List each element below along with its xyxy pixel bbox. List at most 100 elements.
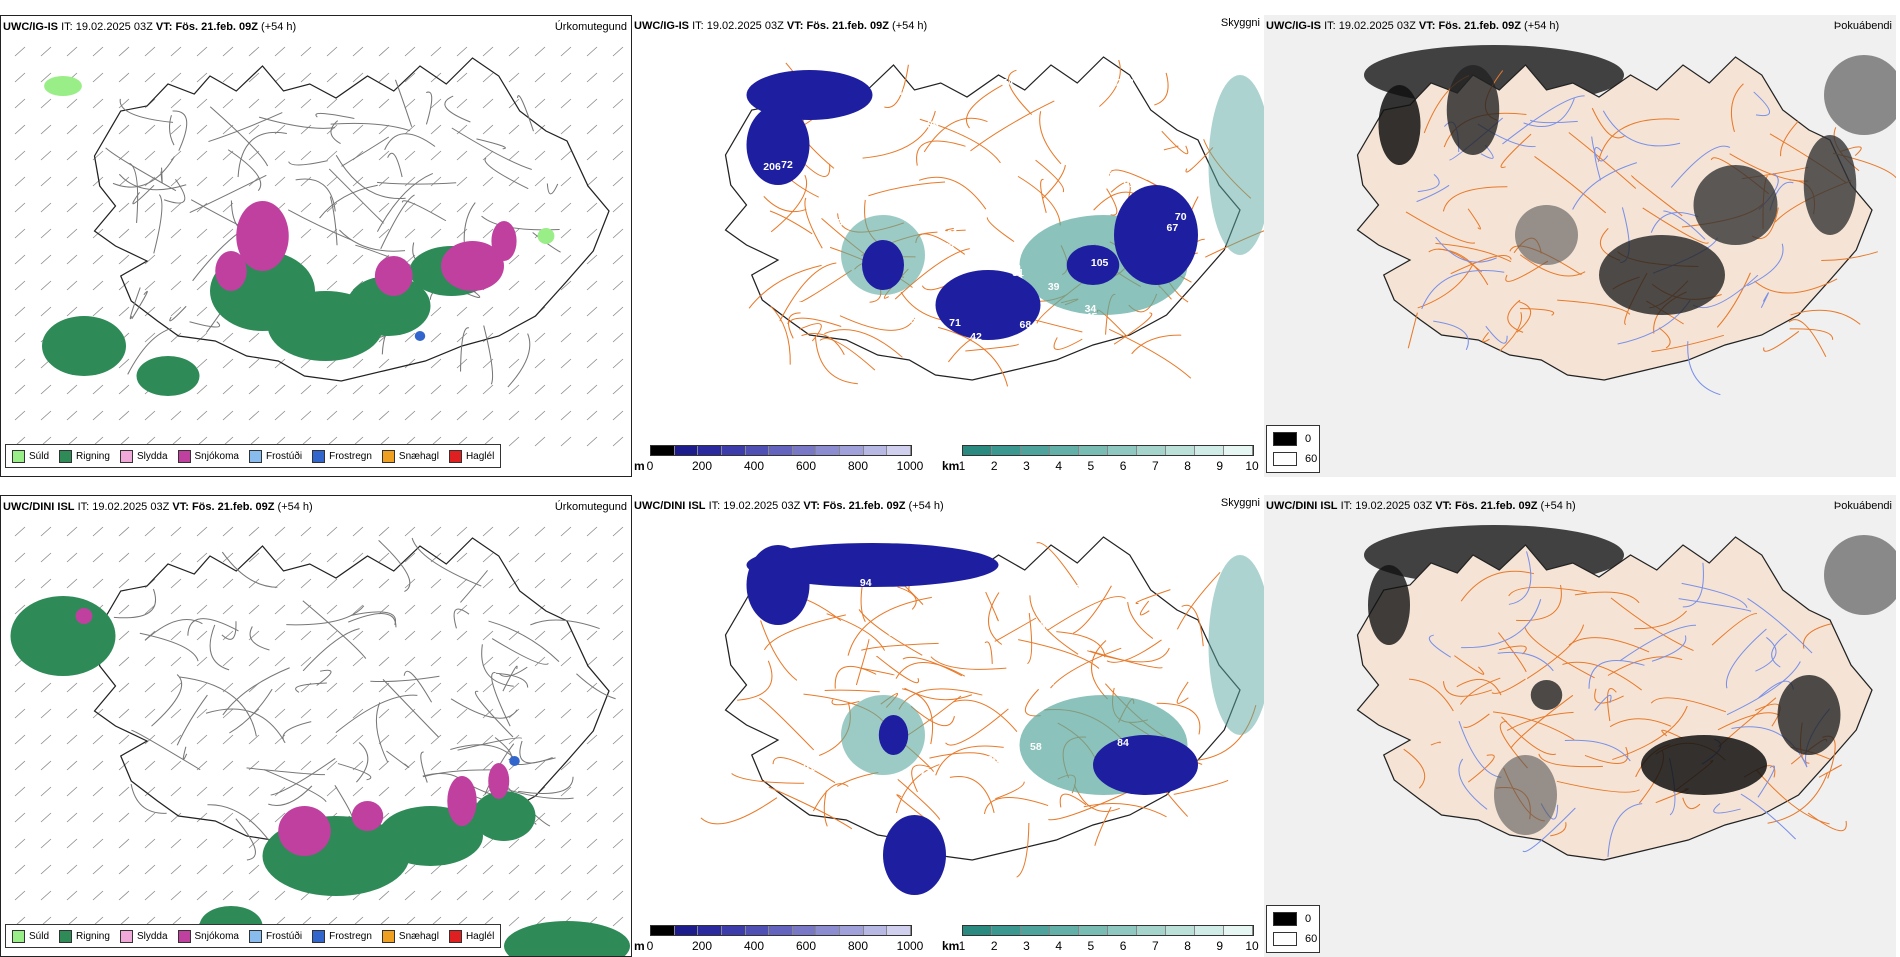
panel-header: UWC/IG-IS IT: 19.02.2025 03Z VT: Fös. 21… — [634, 20, 928, 32]
cloud-base-label: 46 — [897, 87, 909, 98]
colorbar-tick: 200 — [691, 939, 713, 953]
colorbar-tick: 10 — [1245, 939, 1259, 953]
legend-item: Snjókoma — [177, 449, 239, 463]
legend-label: Haglél — [465, 450, 495, 462]
legend-label: Haglél — [465, 930, 495, 942]
legend-swatch — [59, 929, 73, 943]
colorbar-tick: 10 — [1245, 459, 1259, 473]
cloud-base-label: 91 — [803, 763, 815, 774]
precip-map — [14, 46, 624, 447]
legend-swatch — [119, 929, 133, 943]
cloud-base-label: 57 — [1045, 677, 1057, 688]
colorbar-tick: 1 — [958, 939, 966, 953]
colorbar-tick: 1000 — [896, 459, 924, 473]
cloud-base-panel-2: UWC/DINI ISL IT: 19.02.2025 03Z VT: Fös.… — [632, 495, 1264, 957]
legend-label: Frostúði — [265, 450, 303, 462]
cloud-base-label: 72 — [781, 160, 793, 171]
cloud-base-label: 81 — [786, 821, 798, 832]
legend-item: Frostregn — [312, 449, 372, 463]
colorbar-tick: 400 — [743, 939, 765, 953]
colorbar-tick: 3 — [1023, 459, 1030, 473]
legend-label: Frostregn — [329, 930, 372, 942]
cloud-base-label: 71 — [1098, 840, 1110, 851]
cloud-base-label: 55 — [1074, 151, 1086, 162]
cloud-base-label: 51 — [1012, 268, 1024, 279]
cloud-base-label: 39 — [1048, 282, 1060, 293]
colorbar-ticks: 0 200 400 600 800 1000 — [646, 459, 924, 473]
colorbar-unit: km — [942, 459, 960, 473]
colorbar-tick: 2 — [990, 459, 998, 473]
cloud-base-label: 89 — [1039, 621, 1051, 632]
fog-legend: 0 60 — [1266, 425, 1320, 473]
cloud-base-label: 73 — [943, 242, 955, 253]
cloud-base-label: 83 — [827, 791, 839, 802]
fog-legend: 0 60 — [1266, 905, 1320, 953]
legend-swatch — [248, 929, 262, 943]
cloud-base-panel-1: UWC/IG-IS IT: 19.02.2025 03Z VT: Fös. 21… — [632, 15, 1264, 477]
fog-map — [1264, 495, 1896, 957]
cloud-base-label: 86 — [868, 601, 880, 612]
legend-item: Snæhagl — [381, 929, 439, 943]
cloud-base-label: 66 — [1100, 169, 1112, 180]
colorbar-tick: 0 — [646, 459, 654, 473]
colorbar-tick: 7 — [1151, 939, 1159, 953]
legend-item: Slydda — [119, 449, 168, 463]
cloud-base-label: 218 — [1116, 78, 1134, 89]
cloud-base-label: 53 — [1156, 77, 1168, 88]
cloud-base-label: 43 — [1063, 120, 1075, 131]
cloud-base-colorbar: m 0 200 400 600 800 1000 — [634, 445, 934, 473]
colorbar-ticks: 1 2 3 4 5 6 7 8 9 10 — [958, 939, 1259, 953]
colorbar-tick: 400 — [743, 459, 765, 473]
colorbar-unit: km — [942, 939, 960, 953]
colorbar-swatches — [962, 445, 1254, 456]
cloud-base-label: 101 — [941, 229, 959, 240]
legend-swatch — [177, 929, 191, 943]
cloud-base-label: 68 — [1020, 320, 1032, 331]
cloud-base-label: 104 — [766, 842, 784, 853]
legend-swatch — [448, 449, 462, 463]
legend-label: Slydda — [136, 450, 168, 462]
precip-type-panel-1: UWC/IG-IS IT: 19.02.2025 03Z VT: Fös. 21… — [0, 15, 632, 477]
legend-item: Rigning — [59, 449, 110, 463]
cloud-base-label: 94 — [860, 578, 872, 589]
cloud-base-label: 84 — [1033, 338, 1045, 349]
cloud-base-label: 63 — [983, 823, 995, 834]
legend-label: Snæhagl — [398, 930, 439, 942]
precip-legend: Súld Rigning Slydda Snjókoma Frostúði Frostre… — [5, 444, 502, 468]
cloud-base-label: 75 — [1109, 569, 1121, 580]
colorbar-unit: m — [634, 939, 645, 953]
panel-title: Þokuábendi — [1833, 500, 1892, 512]
colorbar-tick: 800 — [847, 459, 869, 473]
cloud-base-label: 91 — [1123, 179, 1135, 190]
fog-indicator-panel-2: UWC/DINI ISL IT: 19.02.2025 03Z VT: Fös.… — [1264, 495, 1896, 957]
colorbar-tick: 4 — [1055, 939, 1062, 953]
cloud-base-label: 213 — [1135, 666, 1153, 677]
cloud-base-label: 105 — [1091, 258, 1109, 269]
fog-legend-swatch — [1273, 932, 1297, 946]
cloud-base-label: 84 — [1117, 738, 1129, 749]
fog-legend-swatch — [1273, 912, 1297, 926]
colorbar-tick: 3 — [1023, 939, 1030, 953]
colorbar-tick: 0 — [646, 939, 654, 953]
cloud-base-label: 57 — [1108, 622, 1120, 633]
colorbar-ticks: 1 2 3 4 5 6 7 8 9 10 — [959, 459, 1259, 473]
fog-map — [1264, 15, 1896, 477]
legend-swatch — [381, 449, 395, 463]
cloud-base-label: 58 — [1030, 742, 1042, 753]
legend-swatch — [312, 929, 326, 943]
cloud-base-label: 96 — [987, 755, 999, 766]
cloud-base-label: 106 — [1069, 584, 1087, 595]
colorbar-unit: m — [634, 459, 645, 473]
legend-item: Slydda — [119, 929, 168, 943]
legend-label: Snjókoma — [194, 450, 239, 462]
fog-indicator-panel-1: UWC/IG-IS IT: 19.02.2025 03Z VT: Fös. 21… — [1264, 15, 1896, 477]
legend-swatch — [12, 449, 25, 463]
legend-item: Haglél — [448, 449, 495, 463]
colorbar-tick: 9 — [1216, 459, 1224, 473]
panel-header: UWC/DINI ISL IT: 19.02.2025 03Z VT: Fös.… — [1266, 500, 1576, 512]
colorbar-tick: 5 — [1087, 939, 1095, 953]
colorbar-tick: 8 — [1184, 459, 1191, 473]
legend-swatch — [448, 929, 462, 943]
legend-label: Súld — [29, 450, 50, 462]
legend-label: Slydda — [136, 930, 168, 942]
